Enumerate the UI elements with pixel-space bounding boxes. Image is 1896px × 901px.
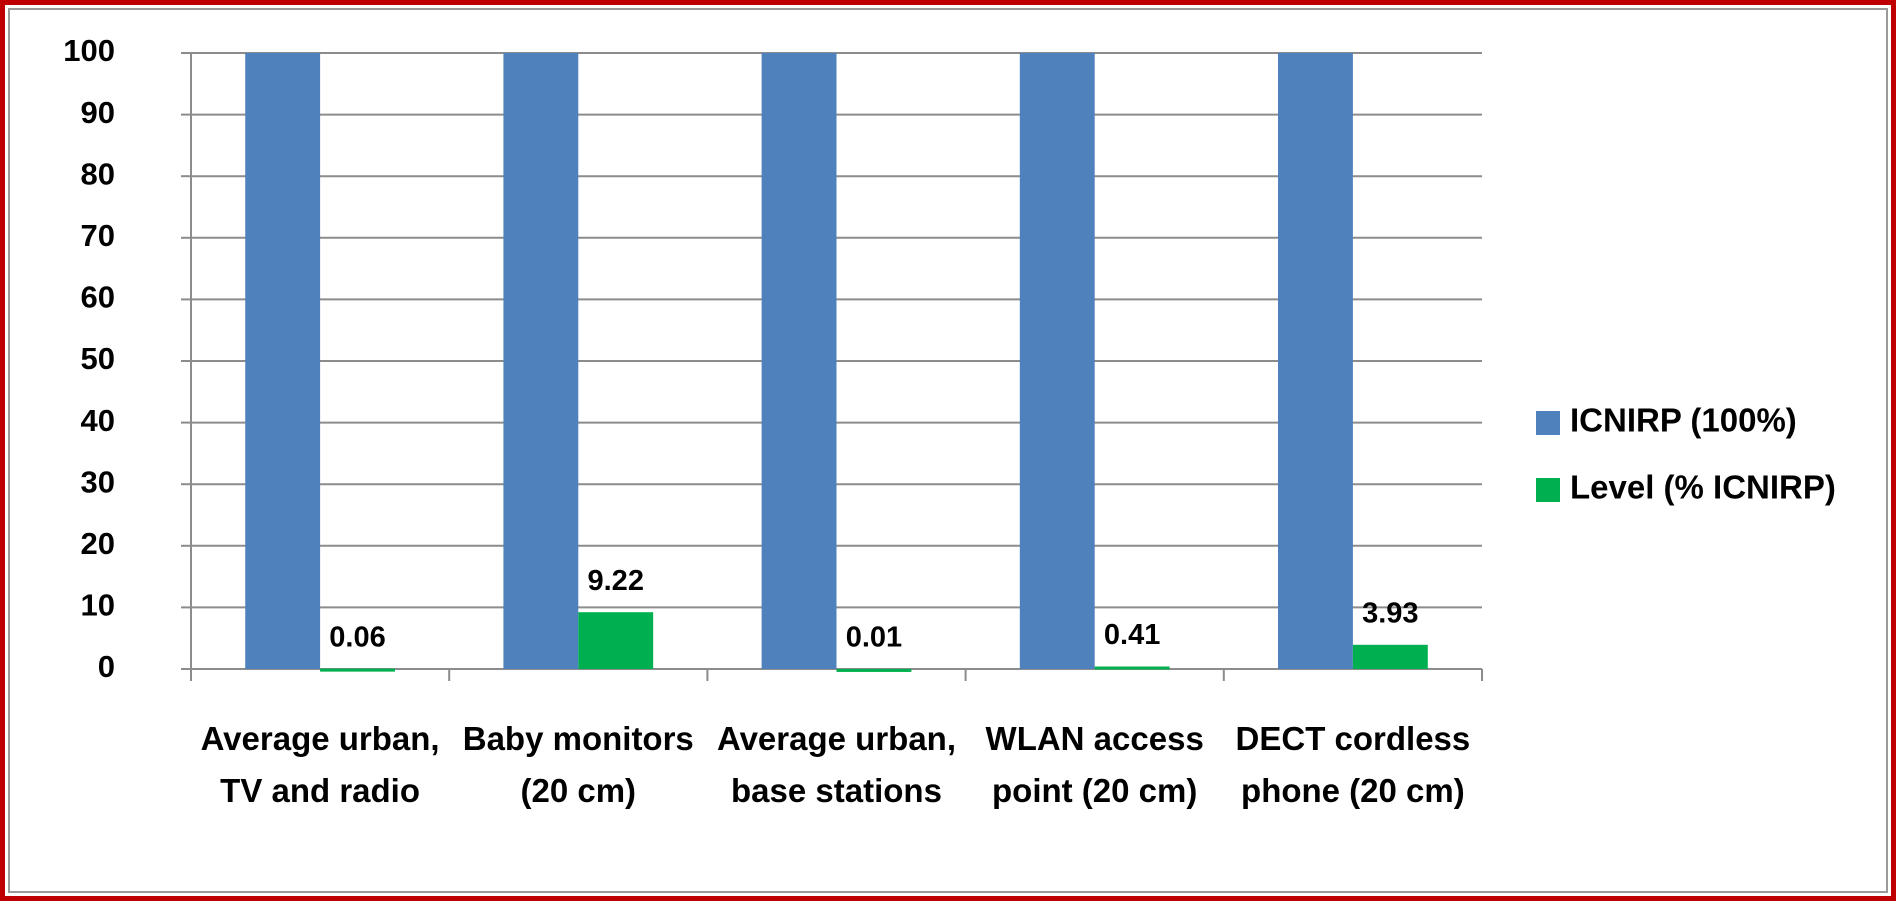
bar [1352,644,1428,669]
legend-label: Level (% ICNIRP) [1570,469,1836,506]
bar [836,668,912,672]
x-tick-label: Average urban, TV and radio [200,720,440,809]
x-tick-label: DECT cordless phone (20 cm) [1235,720,1471,809]
data-label: 0.41 [1104,619,1160,651]
y-tick-label: 70 [81,218,115,253]
y-tick-label: 50 [81,341,115,376]
x-tick-label: Baby monitors (20 cm) [462,720,694,809]
data-label: 0.06 [329,621,385,653]
y-tick-label: 10 [81,588,115,623]
y-tick-label: 30 [81,464,115,499]
chart-area [8,8,1888,893]
bar [578,612,654,669]
y-tick-label: 100 [63,33,115,68]
y-tick-label: 80 [81,156,115,191]
legend-label: ICNIRP (100%) [1570,402,1797,439]
bar [1094,666,1170,670]
data-label: 0.01 [846,622,902,654]
x-tick-label: Average urban, base stations [716,720,956,809]
bar [503,53,579,669]
bar [1019,53,1095,669]
data-label: 9.22 [588,565,644,597]
legend-swatch [1536,411,1560,435]
y-tick-label: 20 [81,526,115,561]
y-tick-label: 60 [81,280,115,315]
bar [245,53,321,669]
bar [761,53,837,669]
data-label: 3.93 [1362,597,1418,629]
x-tick-label: WLAN access point (20 cm) [985,720,1204,809]
legend-swatch [1536,478,1560,502]
y-tick-label: 40 [81,403,115,438]
y-tick-label: 90 [81,95,115,130]
bar [1278,53,1353,669]
y-tick-label: 0 [98,649,115,684]
bar [320,668,395,672]
